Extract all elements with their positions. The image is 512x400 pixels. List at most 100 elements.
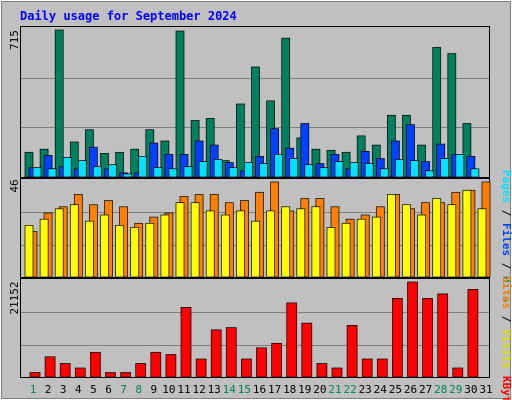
bar-pages-day-9: [153, 167, 163, 178]
bar-sites-day-13: [205, 210, 215, 278]
bar-sites-day-24: [371, 216, 381, 278]
bar-pages-day-8: [138, 156, 148, 178]
bar-pages-day-16: [259, 163, 268, 178]
bar-kbytes-day-21: [331, 367, 343, 378]
bar-sites-day-22: [341, 222, 351, 278]
x-tick-day-19: 19: [298, 383, 311, 396]
bar-pages-day-18: [289, 158, 299, 178]
bar-sites-day-8: [130, 227, 140, 278]
bar-kbytes-day-5: [90, 351, 101, 378]
bar-sites-day-29: [447, 204, 457, 278]
x-tick-day-31: 31: [479, 383, 492, 396]
bar-kbytes-day-9: [150, 351, 162, 378]
bar-sites-day-27: [417, 214, 426, 278]
x-tick-day-30: 30: [464, 383, 477, 396]
bar-kbytes-day-11: [180, 307, 192, 378]
bar-kbytes-day-20: [316, 363, 328, 378]
bar-kbytes-day-28: [437, 293, 449, 378]
legend-visits: Visits: [500, 329, 512, 369]
bar-pages-day-13: [213, 159, 223, 178]
bar-pages-day-12: [198, 161, 208, 178]
bar-sites-day-7: [115, 225, 124, 278]
bar-sites-day-30: [462, 189, 472, 278]
bar-kbytes-day-6: [105, 372, 116, 378]
legend-sites: Sites: [500, 276, 512, 309]
bar-pages-day-25: [395, 159, 404, 178]
bar-sites-day-21: [326, 227, 336, 278]
x-tick-day-11: 11: [177, 383, 190, 396]
bar-kbytes-day-8: [135, 363, 147, 378]
bar-pages-day-17: [274, 154, 283, 178]
x-tick-day-10: 10: [162, 383, 175, 396]
bar-pages-day-15: [244, 162, 253, 178]
x-tick-day-23: 23: [359, 383, 372, 396]
bar-pages-day-27: [425, 170, 434, 178]
bar-pages-day-2: [47, 168, 57, 178]
bar-kbytes-day-10: [165, 354, 177, 378]
chart-title: Daily usage for September 2024: [20, 9, 237, 23]
bar-sites-day-19: [296, 208, 306, 278]
legend-sep-2: /: [500, 256, 512, 276]
bar-sites-day-10: [160, 214, 170, 278]
bar-sites-day-23: [356, 218, 366, 278]
x-tick-day-12: 12: [192, 383, 205, 396]
bar-hits-day-15: [236, 103, 245, 178]
legend-sep-3: /: [500, 309, 512, 329]
x-tick-day-3: 3: [60, 383, 67, 396]
legend-sep-1: /: [500, 203, 512, 223]
visits-ymax-label: 46: [8, 179, 21, 192]
bar-sites-day-12: [190, 202, 200, 278]
x-tick-day-22: 22: [343, 383, 356, 396]
x-tick-day-25: 25: [389, 383, 402, 396]
bar-kbytes-day-7: [120, 372, 131, 378]
bar-pages-day-4: [77, 160, 87, 178]
bar-kbytes-day-22: [346, 325, 358, 378]
x-tick-day-26: 26: [404, 383, 417, 396]
bar-sites-day-17: [266, 210, 275, 278]
bar-sites-day-4: [69, 204, 79, 278]
bar-pages-day-22: [349, 162, 359, 178]
bar-sites-day-28: [432, 198, 442, 278]
bar-pages-day-19: [304, 164, 314, 178]
bar-sites-day-6: [100, 214, 109, 278]
bar-kbytes-day-1: [29, 372, 41, 378]
bar-kbytes-day-12: [195, 358, 207, 378]
bar-pages-day-7: [123, 173, 132, 178]
bar-pages-day-26: [410, 160, 419, 178]
bar-pages-day-23: [364, 163, 374, 178]
bar-kbytes-day-13: [210, 329, 222, 378]
bar-sites-day-25: [387, 194, 396, 278]
bar-pages-day-1: [32, 167, 42, 178]
bar-kbytes-day-17: [271, 342, 282, 378]
bar-kbytes-day-2: [44, 356, 56, 378]
x-tick-day-4: 4: [75, 383, 82, 396]
bar-pages-day-30: [470, 168, 480, 178]
bar-pages-day-21: [334, 161, 344, 178]
right-legend-hits-panel: Pages / Files / Hits: [500, 170, 512, 303]
right-legend-visits-panel: Sites / Visits: [500, 276, 512, 369]
bar-sites-day-16: [251, 220, 260, 278]
x-tick-day-14: 14: [223, 383, 237, 396]
legend-files: Files: [500, 223, 512, 256]
x-tick-day-9: 9: [150, 383, 157, 396]
x-tick-day-13: 13: [208, 383, 221, 396]
x-tick-day-20: 20: [313, 383, 326, 396]
bar-kbytes-day-24: [376, 358, 388, 378]
bar-kbytes-day-3: [59, 363, 71, 378]
bar-pages-day-20: [319, 167, 329, 178]
x-tick-day-2: 2: [45, 383, 52, 396]
bar-sites-day-31: [477, 208, 487, 278]
bar-sites-day-1: [24, 225, 34, 278]
legend-hits: Hits: [500, 276, 512, 303]
x-tick-day-8: 8: [135, 383, 142, 396]
bar-kbytes-day-18: [286, 302, 298, 378]
bar-kbytes-day-27: [422, 298, 433, 378]
x-tick-day-1: 1: [30, 383, 37, 396]
bar-kbytes-day-15: [241, 358, 252, 378]
x-tick-day-27: 27: [419, 383, 432, 396]
x-tick-day-15: 15: [238, 383, 251, 396]
x-tick-day-18: 18: [283, 383, 296, 396]
